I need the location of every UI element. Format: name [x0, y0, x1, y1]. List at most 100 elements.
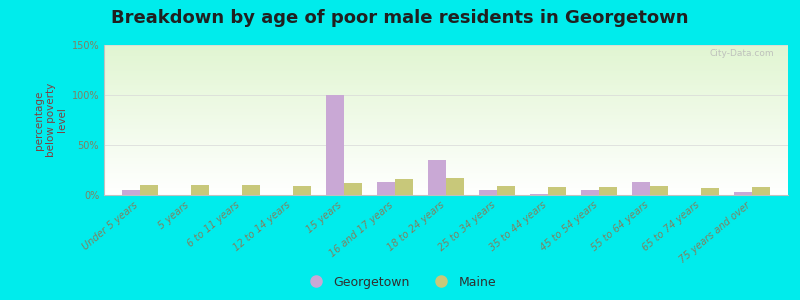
Bar	[104, 166, 788, 167]
Bar	[104, 140, 788, 141]
Bar	[104, 108, 788, 109]
Bar	[104, 89, 788, 90]
Bar	[104, 160, 788, 161]
Bar	[104, 51, 788, 52]
Bar	[104, 118, 788, 119]
Bar	[104, 107, 788, 108]
Bar	[104, 188, 788, 189]
Bar	[104, 111, 788, 112]
Bar	[104, 102, 788, 103]
Bar	[104, 151, 788, 152]
Bar	[104, 76, 788, 77]
Bar	[702, 188, 719, 195]
Bar	[446, 178, 464, 195]
Bar	[104, 104, 788, 105]
Bar	[104, 165, 788, 166]
Bar	[104, 186, 788, 187]
Bar	[104, 54, 788, 55]
Bar	[104, 92, 788, 93]
Bar	[479, 190, 497, 195]
Bar	[104, 133, 788, 134]
Bar	[104, 143, 788, 144]
Bar	[104, 131, 788, 132]
Bar	[104, 122, 788, 123]
Bar	[104, 147, 788, 148]
Bar	[530, 194, 548, 195]
Bar	[548, 187, 566, 195]
Bar	[104, 123, 788, 124]
Bar	[104, 114, 788, 115]
Bar	[104, 64, 788, 65]
Bar	[104, 125, 788, 126]
Bar	[104, 99, 788, 100]
Bar	[104, 88, 788, 89]
Bar	[104, 110, 788, 111]
Bar	[104, 84, 788, 85]
Bar	[104, 173, 788, 174]
Bar	[104, 87, 788, 88]
Bar	[104, 164, 788, 165]
Bar	[104, 129, 788, 130]
Bar	[104, 169, 788, 170]
Bar	[104, 155, 788, 156]
Bar	[104, 93, 788, 94]
Bar	[599, 187, 617, 195]
Bar	[104, 75, 788, 76]
Bar	[104, 113, 788, 114]
Bar	[242, 185, 260, 195]
Bar	[104, 90, 788, 91]
Bar	[104, 82, 788, 83]
Bar	[104, 194, 788, 195]
Bar	[190, 185, 209, 195]
Bar	[104, 119, 788, 120]
Bar	[104, 63, 788, 64]
Bar	[104, 154, 788, 155]
Bar	[104, 124, 788, 125]
Bar	[104, 67, 788, 68]
Bar	[104, 121, 788, 122]
Bar	[104, 159, 788, 160]
Bar	[104, 49, 788, 50]
Legend: Georgetown, Maine: Georgetown, Maine	[298, 271, 502, 294]
Bar	[104, 149, 788, 150]
Bar	[104, 62, 788, 63]
Bar	[104, 168, 788, 169]
Bar	[104, 144, 788, 145]
Bar	[104, 52, 788, 53]
Text: City-Data.com: City-Data.com	[710, 50, 774, 58]
Bar	[377, 182, 395, 195]
Bar	[104, 162, 788, 163]
Bar	[104, 145, 788, 146]
Y-axis label: percentage
below poverty
level: percentage below poverty level	[34, 83, 67, 157]
Bar	[104, 184, 788, 185]
Bar	[104, 163, 788, 164]
Bar	[104, 105, 788, 106]
Bar	[104, 170, 788, 171]
Bar	[104, 65, 788, 66]
Bar	[104, 96, 788, 97]
Bar	[734, 192, 752, 195]
Bar	[104, 187, 788, 188]
Bar	[104, 91, 788, 92]
Bar	[104, 117, 788, 118]
Bar	[104, 190, 788, 191]
Bar	[104, 80, 788, 81]
Bar	[104, 132, 788, 133]
Bar	[104, 79, 788, 80]
Bar	[632, 182, 650, 195]
Bar	[104, 171, 788, 172]
Bar	[104, 135, 788, 136]
Bar	[104, 157, 788, 158]
Bar	[650, 186, 668, 195]
Bar	[104, 160, 788, 161]
Bar	[104, 98, 788, 99]
Bar	[104, 83, 788, 84]
Bar	[104, 85, 788, 86]
Bar	[104, 70, 788, 71]
Bar	[104, 100, 788, 101]
Bar	[104, 126, 788, 127]
Bar	[104, 128, 788, 129]
Bar	[104, 141, 788, 142]
Bar	[104, 183, 788, 184]
Bar	[104, 78, 788, 79]
